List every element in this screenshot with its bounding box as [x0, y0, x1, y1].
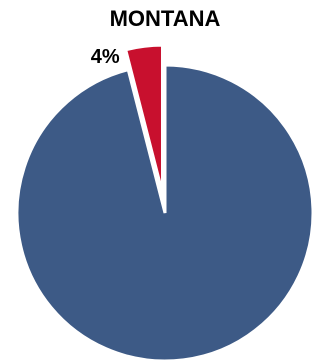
pie-slice [15, 63, 315, 362]
pie-slice [123, 43, 164, 194]
data-label: 4% [91, 46, 120, 68]
chart-title: MONTANA [110, 6, 221, 31]
